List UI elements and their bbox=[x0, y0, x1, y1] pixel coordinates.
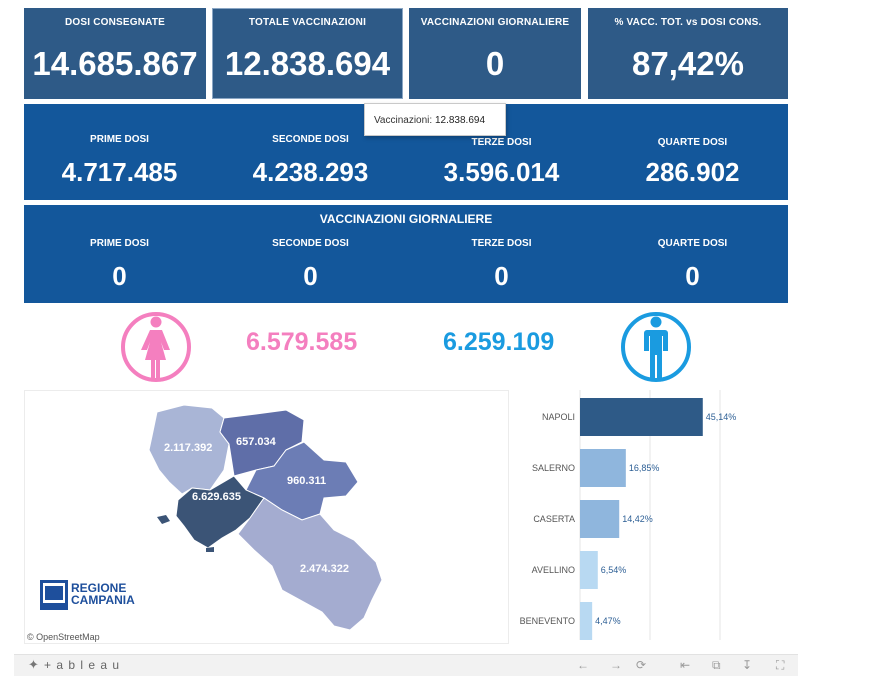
dose-label: PRIME DOSI bbox=[90, 238, 149, 249]
bar-benevento[interactable] bbox=[580, 602, 593, 640]
bar-salerno[interactable] bbox=[580, 449, 626, 487]
map-attribution: © OpenStreetMap bbox=[27, 632, 100, 642]
province-salerno bbox=[237, 497, 383, 631]
bar-category-label: NAPOLI bbox=[542, 412, 575, 422]
dose-label: QUARTE DOSI bbox=[657, 137, 728, 148]
dose-label: TERZE DOSI bbox=[471, 137, 532, 148]
dose-value: 0 bbox=[494, 261, 509, 291]
bar-value-label: 45,14% bbox=[706, 412, 737, 422]
female-icon bbox=[121, 312, 191, 382]
redo-icon[interactable]: → bbox=[610, 658, 622, 672]
share-icon[interactable]: ⧉ bbox=[712, 658, 721, 672]
province-value-salerno: 2.474.322 bbox=[300, 563, 349, 575]
male-icon bbox=[621, 312, 691, 382]
totals-quarte-dosi[interactable]: QUARTE DOSI 286.902 bbox=[597, 137, 788, 188]
dose-value: 0 bbox=[303, 261, 318, 291]
daily-prime-dosi[interactable]: PRIME DOSI 0 bbox=[24, 238, 215, 292]
totals-seconde-dosi[interactable]: SECONDE DOSI 4.238.293 bbox=[215, 134, 406, 188]
dose-value: 0 bbox=[112, 261, 127, 291]
dose-value: 4.238.293 bbox=[252, 157, 369, 187]
bar-category-label: CASERTA bbox=[533, 514, 575, 524]
daily-seconde-dosi[interactable]: SECONDE DOSI 0 bbox=[215, 238, 406, 292]
daily-band: VACCINAZIONI GIORNALIERE PRIME DOSI 0 SE… bbox=[24, 205, 788, 303]
kpi-label: TOTALE VACCINAZIONI bbox=[248, 17, 367, 28]
tooltip-value: 12.838.694 bbox=[434, 115, 486, 126]
reset-icon[interactable]: ⇤ bbox=[680, 658, 691, 672]
female-count: 6.579.585 bbox=[246, 328, 358, 356]
kpi-totale-vaccinazioni[interactable]: TOTALE VACCINAZIONI 12.838.694 bbox=[212, 8, 403, 99]
bar-value-label: 16,85% bbox=[629, 463, 660, 473]
kpi-value: 14.685.867 bbox=[32, 45, 198, 82]
dose-label: PRIME DOSI bbox=[90, 134, 149, 145]
male-count: 6.259.109 bbox=[443, 328, 555, 356]
kpi-label: % VACC. TOT. vs DOSI CONS. bbox=[614, 17, 762, 28]
dose-value: 4.717.485 bbox=[61, 157, 178, 187]
province-value-benevento: 657.034 bbox=[236, 436, 277, 448]
download-icon[interactable]: ↧ bbox=[742, 658, 753, 672]
revert-icon[interactable]: ⟳ bbox=[636, 658, 647, 672]
dose-value: 0 bbox=[685, 261, 700, 291]
bar-value-label: 4,47% bbox=[595, 616, 621, 626]
island-capri bbox=[206, 547, 214, 552]
bar-napoli[interactable] bbox=[580, 398, 703, 436]
province-bar-chart: NAPOLI 45,14% SALERNO 16,85% CASERTA 14,42% AV… bbox=[520, 390, 737, 640]
bar-value-label: 14,42% bbox=[622, 514, 653, 524]
dose-label: SECONDE DOSI bbox=[272, 134, 349, 145]
bar-category-label: SALERNO bbox=[532, 463, 575, 473]
bar-category-label: AVELLINO bbox=[532, 565, 575, 575]
tableau-toolbar: ✦ + a b l e a u ← → ⟳ ⇤ ⧉ ↧ ⛶ bbox=[14, 654, 798, 676]
tableau-brand[interactable]: + a b l e a u bbox=[44, 658, 121, 672]
province-value-caserta: 2.117.392 bbox=[164, 442, 212, 454]
totals-terze-dosi[interactable]: TERZE DOSI 3.596.014 bbox=[406, 137, 597, 188]
bar-category-label: BENEVENTO bbox=[520, 616, 575, 626]
fullscreen-icon[interactable]: ⛶ bbox=[776, 658, 785, 672]
tableau-logo-icon[interactable]: ✦ bbox=[28, 657, 39, 672]
kpi-value: 12.838.694 bbox=[224, 45, 391, 82]
totals-prime-dosi[interactable]: PRIME DOSI 4.717.485 bbox=[24, 134, 215, 188]
province-value-napoli: 6.629.635 bbox=[192, 491, 241, 503]
undo-icon[interactable]: ← bbox=[577, 658, 589, 672]
kpi-label: DOSI CONSEGNATE bbox=[64, 17, 166, 28]
daily-terze-dosi[interactable]: TERZE DOSI 0 bbox=[406, 238, 597, 292]
bar-caserta[interactable] bbox=[580, 500, 620, 538]
dose-label: QUARTE DOSI bbox=[657, 238, 728, 249]
kpi-percentuale[interactable]: % VACC. TOT. vs DOSI CONS. 87,42% bbox=[588, 8, 788, 99]
province-napoli bbox=[175, 475, 265, 549]
kpi-value: 87,42% bbox=[632, 45, 744, 82]
bar-value-label: 6,54% bbox=[601, 565, 627, 575]
dose-value: 3.596.014 bbox=[443, 157, 560, 187]
province-value-avellino: 960.311 bbox=[287, 475, 326, 487]
kpi-vaccinazioni-giornaliere[interactable]: VACCINAZIONI GIORNALIERE 0 bbox=[409, 8, 581, 99]
island-ischia bbox=[157, 515, 170, 524]
dose-label: TERZE DOSI bbox=[471, 238, 532, 249]
tooltip-label: Vaccinazioni: bbox=[374, 115, 433, 126]
dose-label: SECONDE DOSI bbox=[272, 238, 349, 249]
kpi-value: 0 bbox=[485, 45, 505, 82]
tooltip: Vaccinazioni: 12.838.694 bbox=[364, 103, 506, 136]
kpi-dosi-consegnate[interactable]: DOSI CONSEGNATE 14.685.867 bbox=[24, 8, 206, 99]
bar-avellino[interactable] bbox=[580, 551, 598, 589]
logo-line2: CAMPANIA bbox=[71, 593, 135, 607]
daily-title: VACCINAZIONI GIORNALIERE bbox=[319, 212, 493, 226]
logo-line1: REGIONE bbox=[71, 581, 126, 595]
daily-quarte-dosi[interactable]: QUARTE DOSI 0 bbox=[597, 238, 788, 292]
campania-map[interactable]: 2.117.392 657.034 960.311 6.629.635 2.47… bbox=[24, 390, 509, 644]
dose-value: 286.902 bbox=[645, 157, 740, 187]
kpi-label: VACCINAZIONI GIORNALIERE bbox=[420, 17, 570, 28]
